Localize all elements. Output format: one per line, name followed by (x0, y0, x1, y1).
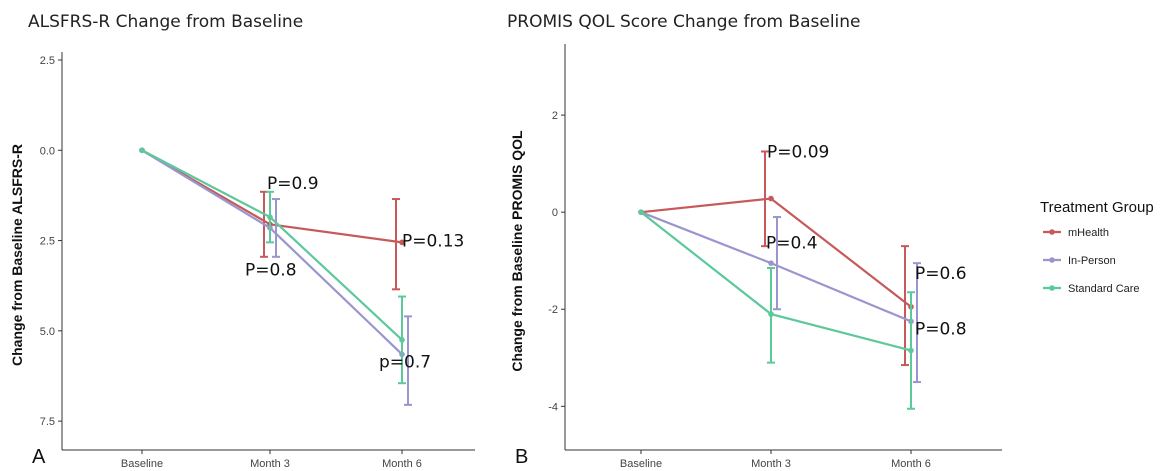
p-value-annotation: P=0.13 (402, 232, 464, 252)
y-tick-label: 0 (552, 207, 558, 219)
legend-title: Treatment Group (1040, 199, 1154, 216)
x-tick-label: Month 6 (382, 458, 422, 470)
data-point-standard-care (908, 347, 914, 354)
p-value-annotation: P=0.8 (915, 320, 967, 340)
y-tick-label: 2 (552, 110, 558, 122)
y-axis-title: Change from Baseline PROMIS QOL (509, 130, 525, 372)
p-value-annotation: P=0.9 (267, 174, 319, 194)
x-tick-label: Month 3 (250, 458, 290, 470)
p-value-annotation: p=0.7 (379, 353, 431, 373)
y-tick-label: 2.5 (40, 236, 55, 248)
y-tick-label: -4 (548, 401, 558, 413)
x-tick-label: Baseline (121, 458, 163, 470)
panel-a: ALSFRS-R Change from Baseline Change from… (9, 12, 475, 470)
data-point-standard-care (768, 311, 774, 317)
x-tick-label: Month 3 (751, 458, 791, 470)
legend-marker-in-person (1049, 257, 1055, 263)
data-point-standard-care (399, 337, 405, 343)
x-tick-label: Baseline (620, 458, 662, 470)
data-point-mhealth (399, 239, 405, 246)
data-point-in-person (768, 260, 774, 266)
data-point-mhealth (768, 195, 774, 202)
legend-marker-standard-care (1049, 285, 1055, 291)
p-value-annotation: P=0.8 (245, 260, 297, 280)
y-tick-label: 7.5 (40, 416, 55, 428)
legend-label-in-person: In-Person (1068, 255, 1116, 267)
panel-letter: B (515, 446, 528, 468)
p-value-annotation: P=0.4 (766, 233, 818, 253)
x-tick-label: Month 6 (891, 458, 931, 470)
legend-label-standard-care: Standard Care (1068, 283, 1140, 295)
y-tick-label: 5.0 (40, 326, 55, 338)
p-value-annotation: P=0.09 (767, 143, 829, 163)
y-tick-label: -2 (548, 304, 558, 316)
p-value-annotation: P=0.6 (915, 264, 967, 284)
data-point-standard-care (267, 214, 273, 220)
chart-title: PROMIS QOL Score Change from Baseline (507, 12, 861, 32)
data-point-standard-care (638, 209, 644, 215)
y-axis-title: Change from Baseline ALSFRS-R (9, 144, 25, 366)
chart-title: ALSFRS-R Change from Baseline (28, 12, 303, 32)
y-tick-label: 2.5 (40, 55, 55, 67)
data-point-standard-care (139, 147, 145, 154)
legend-label-mhealth: mHealth (1068, 227, 1109, 239)
legend: Treatment Group mHealth In-Person Standard … (1040, 199, 1154, 295)
panel-letter: A (32, 446, 46, 468)
y-tick-label: 0.0 (40, 145, 55, 157)
legend-marker-mhealth (1049, 229, 1055, 235)
panel-b: PROMIS QOL Score Change from Baseline Cha… (507, 12, 1002, 470)
